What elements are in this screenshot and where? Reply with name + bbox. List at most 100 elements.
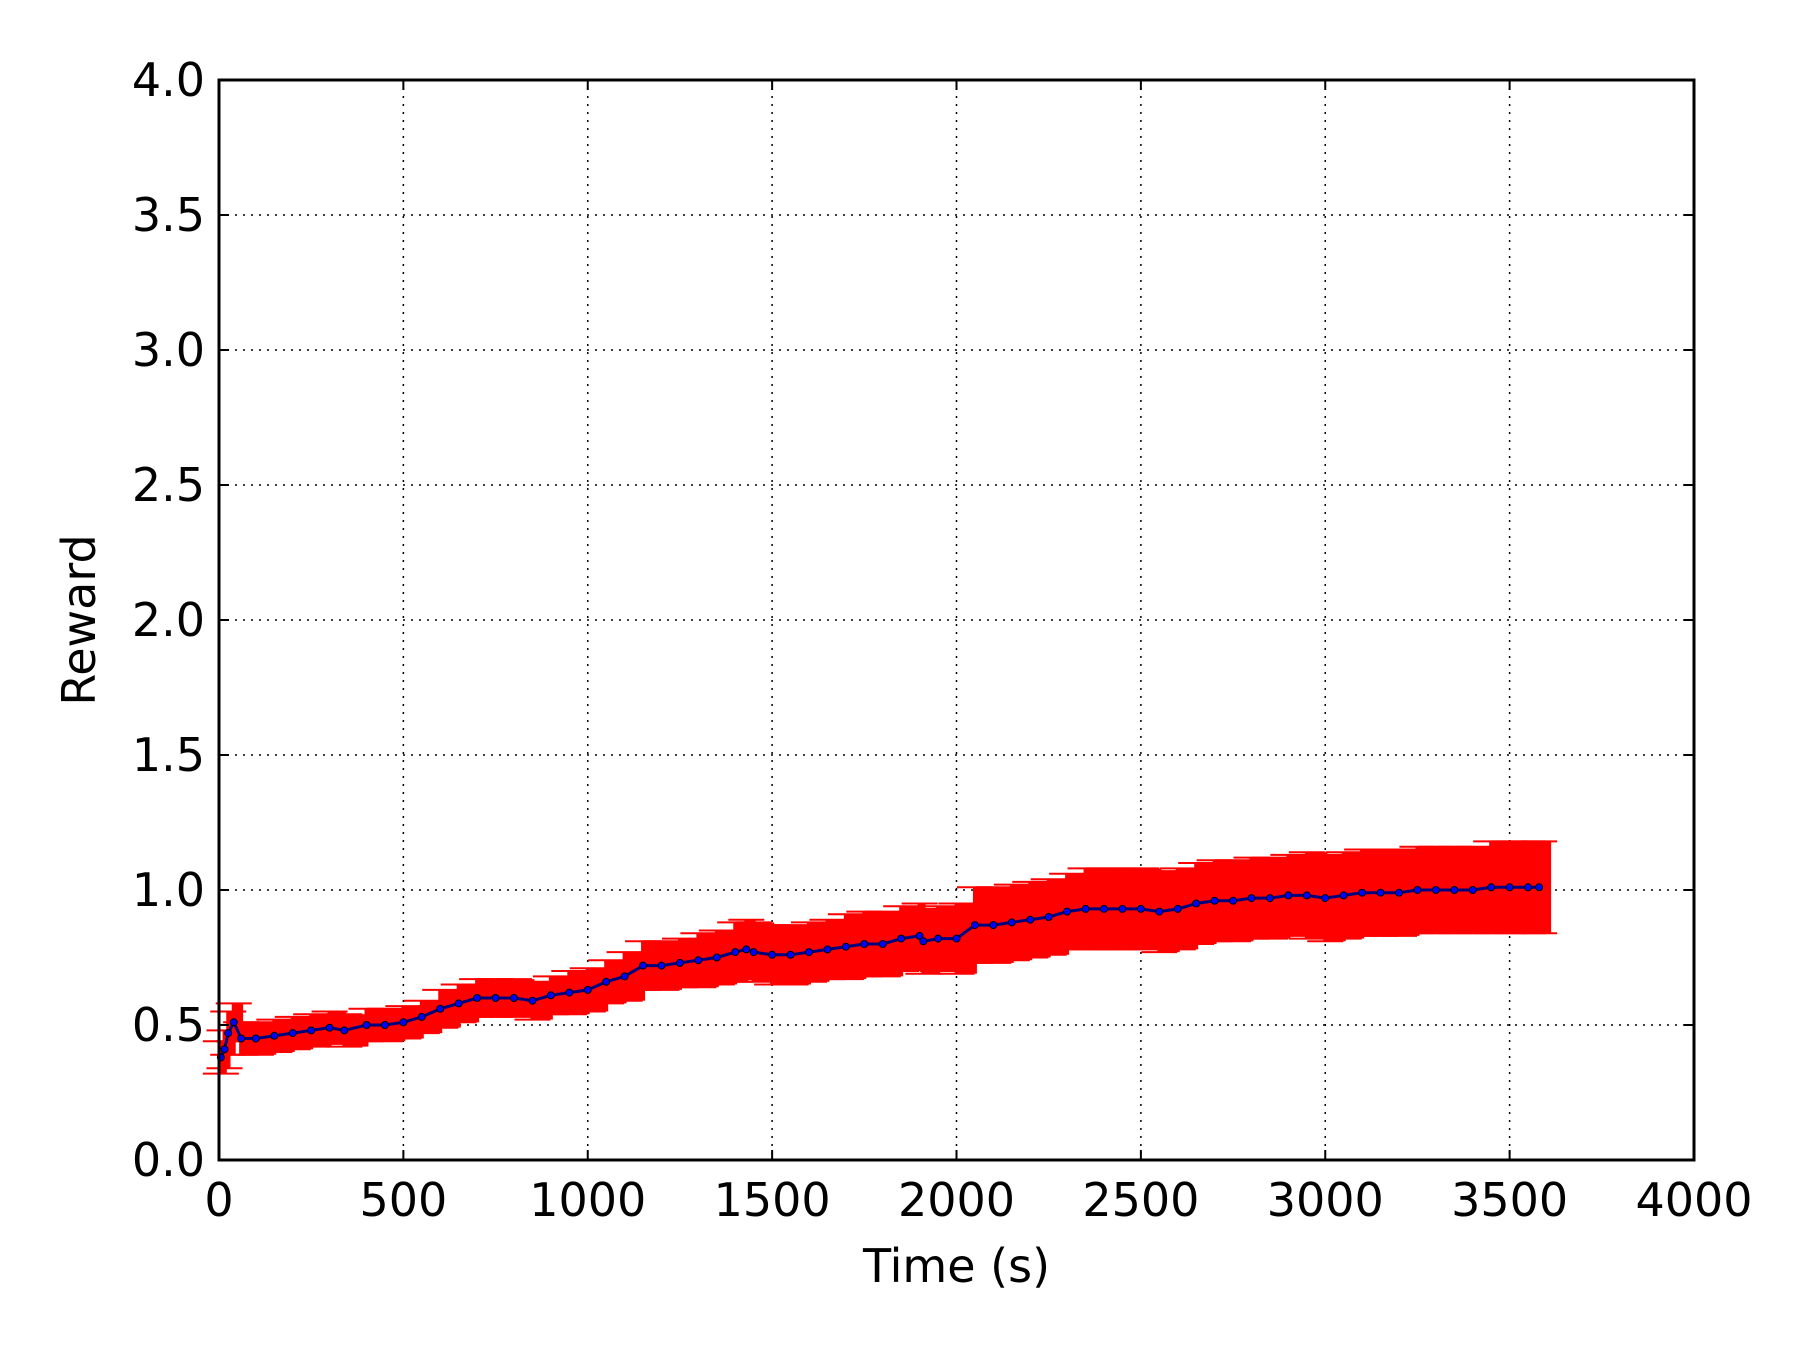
error-bar (456, 984, 480, 1023)
data-point (1100, 904, 1108, 913)
y-tick-label: 0.0 (132, 1133, 205, 1187)
error-bar (880, 911, 904, 977)
x-axis-ticks: 0 500 1000 1500 2000 2500 3000 3500 4000 (204, 80, 1753, 1227)
data-point (1210, 896, 1219, 905)
data-point (657, 961, 666, 970)
data-point (675, 958, 684, 967)
x-axis-label: Time (s) (862, 1239, 1050, 1293)
data-point (823, 945, 832, 954)
data-point (1376, 888, 1385, 897)
data-point (1173, 904, 1182, 913)
data-point (897, 934, 906, 943)
data-point (731, 948, 740, 957)
y-tick-label: 1.5 (132, 728, 205, 782)
data-point (919, 937, 928, 946)
data-point (546, 991, 555, 1000)
data-point (528, 996, 537, 1005)
data-point (841, 942, 850, 951)
data-point (749, 948, 758, 957)
data-point (952, 934, 961, 943)
data-point (1450, 886, 1459, 894)
y-tick-label: 3.5 (132, 188, 205, 242)
data-point (1431, 886, 1440, 894)
data-point (1081, 904, 1090, 913)
data-point (742, 945, 751, 954)
data-point (768, 950, 777, 959)
error-bar (438, 989, 461, 1028)
error-bar (585, 968, 609, 1012)
error-bar (1046, 879, 1070, 955)
data-point (1524, 883, 1533, 892)
y-tick-label: 3.0 (132, 323, 205, 377)
data-point (362, 1021, 371, 1029)
error-bar (714, 930, 738, 985)
data-point (970, 921, 979, 930)
x-tick-label: 3500 (1451, 1173, 1568, 1227)
data-point (989, 921, 998, 930)
data-point (1247, 894, 1256, 903)
data-point (860, 940, 869, 948)
data-point (473, 994, 482, 1002)
x-tick-label: 1000 (529, 1173, 646, 1227)
data-point (1265, 894, 1274, 903)
error-bar (401, 1006, 424, 1039)
data-point (491, 994, 500, 1002)
data-point (454, 999, 463, 1008)
x-tick-label: 3000 (1267, 1173, 1384, 1227)
data-point (270, 1031, 279, 1040)
error-bar (1537, 841, 1552, 934)
data-point (1192, 899, 1201, 908)
data-point (1339, 891, 1348, 900)
data-point (694, 956, 703, 965)
x-tick-label: 500 (359, 1173, 447, 1227)
error-bar (604, 960, 627, 1004)
data-point (620, 972, 629, 981)
y-tick-label: 2.0 (132, 593, 205, 647)
data-point (1026, 915, 1035, 924)
data-point (417, 1012, 426, 1021)
error-bar (530, 981, 553, 1020)
data-point (712, 953, 721, 962)
x-tick-label: 2000 (898, 1173, 1015, 1227)
data-point (1136, 904, 1145, 913)
y-tick-label: 4.0 (132, 53, 205, 107)
data-point (565, 988, 574, 997)
data-point (1302, 891, 1311, 900)
error-bar (1175, 868, 1199, 950)
data-point (602, 977, 611, 986)
data-point (1321, 894, 1330, 903)
data-point (1468, 886, 1477, 894)
data-point (1044, 913, 1053, 921)
data-point (915, 931, 924, 940)
data-point (288, 1029, 297, 1038)
data-point (1535, 883, 1544, 892)
grid-lines (219, 80, 1694, 1160)
data-point (220, 1045, 229, 1054)
data-point (510, 994, 518, 1002)
x-tick-label: 1500 (714, 1173, 831, 1227)
data-point (307, 1026, 316, 1035)
y-axis-label: Reward (52, 534, 106, 705)
data-point (224, 1029, 233, 1038)
x-tick-label: 2500 (1082, 1173, 1199, 1227)
data-point (237, 1034, 246, 1043)
data-point (786, 950, 795, 959)
data-point (1487, 883, 1496, 892)
y-axis-ticks: 0.0 0.5 1.0 1.5 2.0 2.5 3.0 3.5 4.0 (132, 53, 1694, 1187)
data-point (229, 1018, 238, 1027)
data-point (1395, 888, 1403, 897)
x-tick-label: 4000 (1635, 1173, 1752, 1227)
data-point (340, 1026, 349, 1035)
data-point (878, 940, 887, 948)
y-tick-label: 1.0 (132, 863, 205, 917)
data-point (1007, 918, 1016, 927)
data-point (1284, 891, 1293, 900)
data-point (583, 985, 592, 994)
y-tick-label: 2.5 (132, 458, 205, 512)
x-tick-label: 0 (204, 1173, 233, 1227)
data-point (1063, 907, 1072, 916)
series-markers (216, 883, 1544, 1062)
